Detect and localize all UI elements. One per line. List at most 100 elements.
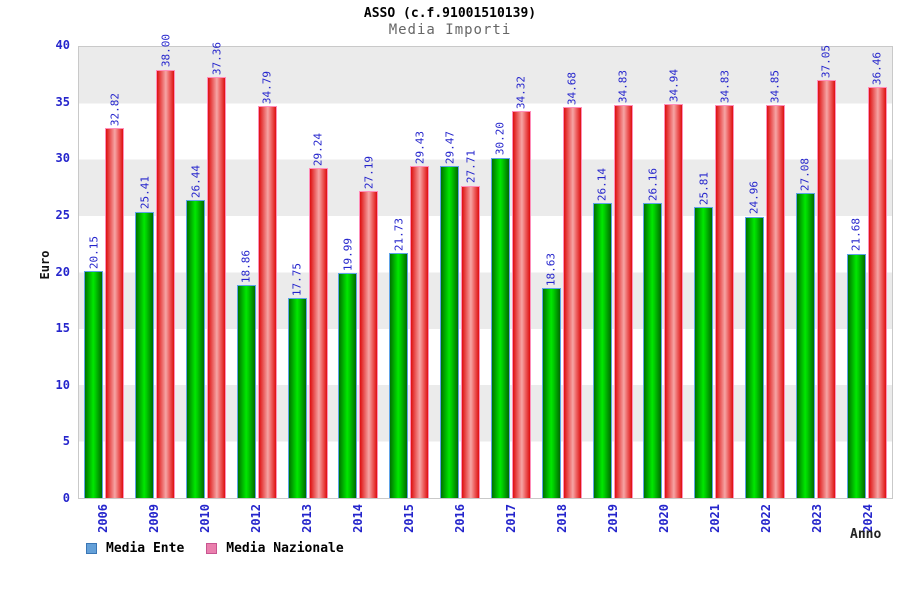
bar-value-label: 36.46: [870, 51, 884, 85]
bar-value-label: 17.75: [290, 262, 304, 296]
bar-media-ente-2016: 29.47: [440, 131, 460, 498]
bar-media-ente-2023: 27.08: [795, 158, 815, 498]
media-nazionale-swatch-icon: [206, 543, 218, 554]
bar-media-nazionale-2010: 37.36: [207, 42, 227, 498]
legend-item-media-nazionale: Media Nazionale: [206, 541, 344, 556]
bar-value-label: 34.83: [616, 70, 630, 104]
bar-value-label: 26.44: [189, 164, 203, 198]
x-tick-label-2016: 2016: [453, 504, 468, 533]
bar-media-nazionale-2014: 27.19: [359, 156, 379, 498]
bar-value-label: 26.16: [646, 167, 660, 202]
bar-group-2018: 18.63 34.68: [536, 47, 587, 498]
bar-group-2017: 30.20 34.32: [486, 47, 537, 498]
bar-value-label: 24.96: [747, 181, 761, 215]
bar-media-nazionale-2018: 34.68: [562, 72, 582, 498]
bar-group-2021: 25.81 34.83: [689, 47, 740, 498]
bar-value-label: 34.85: [768, 69, 782, 104]
y-tick-label-10: 10: [55, 377, 70, 392]
bar-media-nazionale-2021: 34.83: [715, 70, 735, 498]
x-tick-label-2013: 2013: [300, 504, 315, 533]
bar-media-nazionale-2017: 34.32: [511, 76, 531, 498]
bar-value-label: 20.15: [87, 235, 101, 269]
chart-subtitle: Media Importi: [388, 22, 512, 38]
bar-group-2010: 26.44 37.36: [181, 42, 232, 498]
x-tick-label-2020: 2020: [656, 504, 671, 533]
x-tick-label-2014: 2014: [351, 504, 366, 533]
bar-group-2019: 26.14 34.83: [587, 47, 638, 498]
bar-media-ente-2014: 19.99: [338, 238, 358, 498]
bar-value-label: 25.41: [138, 176, 152, 210]
bar-media-nazionale-2015: 29.43: [410, 131, 430, 498]
bar-media-ente-2021: 25.81: [694, 172, 714, 498]
bar-value-label: 34.79: [260, 70, 274, 104]
bar-value-label: 29.43: [413, 131, 427, 165]
plot-area: 20.15 32.82 25.41 38.00 26.44 37.36 18.86 34.79…: [78, 34, 893, 499]
bar-media-ente-2022: 24.96: [744, 181, 764, 498]
bar-value-label: 37.05: [819, 45, 833, 79]
bar-value-label: 27.19: [362, 156, 376, 190]
bar-media-ente-2024: 21.68: [846, 218, 866, 498]
bar-media-nazionale-2012: 34.79: [257, 71, 277, 498]
bar-media-nazionale-2022: 34.85: [765, 70, 785, 498]
bar-media-ente-2015: 21.73: [389, 218, 409, 498]
bar-media-nazionale-2009: 38.00: [156, 34, 176, 498]
bar-media-nazionale-2020: 34.94: [664, 69, 684, 498]
x-tick-label-2009: 2009: [147, 504, 162, 533]
bar-value-label: 27.08: [798, 157, 812, 191]
bar-media-nazionale-2006: 32.82: [105, 93, 125, 498]
bar-group-2013: 17.75 29.24: [282, 47, 333, 498]
bar-group-2014: 19.99 27.19: [333, 47, 384, 498]
bar-group-2023: 27.08 37.05: [790, 45, 841, 498]
y-tick-label-40: 40: [55, 38, 70, 52]
bar-value-label: 29.47: [443, 130, 457, 164]
y-tick-label-30: 30: [55, 151, 70, 166]
bar-media-ente-2013: 17.75: [287, 263, 307, 498]
bar-value-label: 34.94: [667, 68, 681, 103]
bar-value-label: 34.83: [718, 70, 732, 104]
bar-media-nazionale-2013: 29.24: [308, 133, 328, 498]
bar-media-nazionale-2016: 27.71: [461, 150, 481, 498]
bar-value-label: 21.68: [849, 218, 863, 252]
bar-media-nazionale-2023: 37.05: [816, 45, 836, 498]
bar-value-label: 37.36: [210, 41, 224, 75]
bar-group-2009: 25.41 38.00: [130, 34, 181, 498]
x-tick-label-2006: 2006: [96, 504, 111, 533]
bar-value-label: 32.82: [108, 92, 122, 126]
bar-media-ente-2019: 26.14: [592, 168, 612, 498]
bar-value-label: 38.00: [159, 34, 173, 68]
y-tick-label-15: 15: [55, 321, 70, 336]
bar-group-2020: 26.16 34.94: [638, 47, 689, 498]
y-tick-label-5: 5: [62, 434, 70, 449]
x-axis-ticks: 2006 2009 2010 2012 2013 2014 2015 2016 2017 2018…: [78, 504, 893, 533]
bar-group-2012: 18.86 34.79: [231, 47, 282, 498]
bar-media-ente-2020: 26.16: [643, 168, 663, 498]
bar-value-label: 19.99: [341, 237, 355, 271]
media-ente-swatch-icon: [86, 543, 97, 554]
legend: Media Ente Media Nazionale: [86, 541, 344, 556]
bar-value-label: 25.81: [697, 171, 711, 205]
bar-media-ente-2018: 18.63: [541, 253, 561, 498]
bar-value-label: 29.24: [311, 133, 325, 167]
x-tick-label-2023: 2023: [809, 504, 824, 533]
bar-value-label: 34.32: [514, 75, 528, 110]
x-tick-label-2017: 2017: [503, 504, 518, 533]
x-tick-label-2021: 2021: [707, 504, 722, 533]
bar-value-label: 34.68: [565, 71, 579, 105]
x-tick-label-2019: 2019: [605, 504, 620, 533]
bar-media-ente-2009: 25.41: [135, 176, 155, 498]
bar-group-2022: 24.96 34.85: [740, 47, 791, 498]
bar-value-label: 18.63: [544, 252, 558, 286]
x-tick-label-2012: 2012: [249, 504, 264, 533]
x-axis-title: Anno: [850, 527, 882, 542]
bar-group-2015: 21.73 29.43: [384, 47, 435, 498]
bar-value-label: 21.73: [392, 217, 406, 251]
bar-media-nazionale-2024: 36.46: [867, 52, 887, 498]
bar-group-2006: 20.15 32.82: [79, 47, 130, 498]
legend-item-media-ente: Media Ente: [86, 541, 184, 556]
y-tick-label-0: 0: [62, 491, 70, 505]
bar-group-2016: 29.47 27.71: [435, 47, 486, 498]
bar-value-label: 26.14: [595, 168, 609, 202]
y-tick-label-25: 25: [55, 207, 70, 222]
x-tick-label-2010: 2010: [198, 504, 213, 533]
